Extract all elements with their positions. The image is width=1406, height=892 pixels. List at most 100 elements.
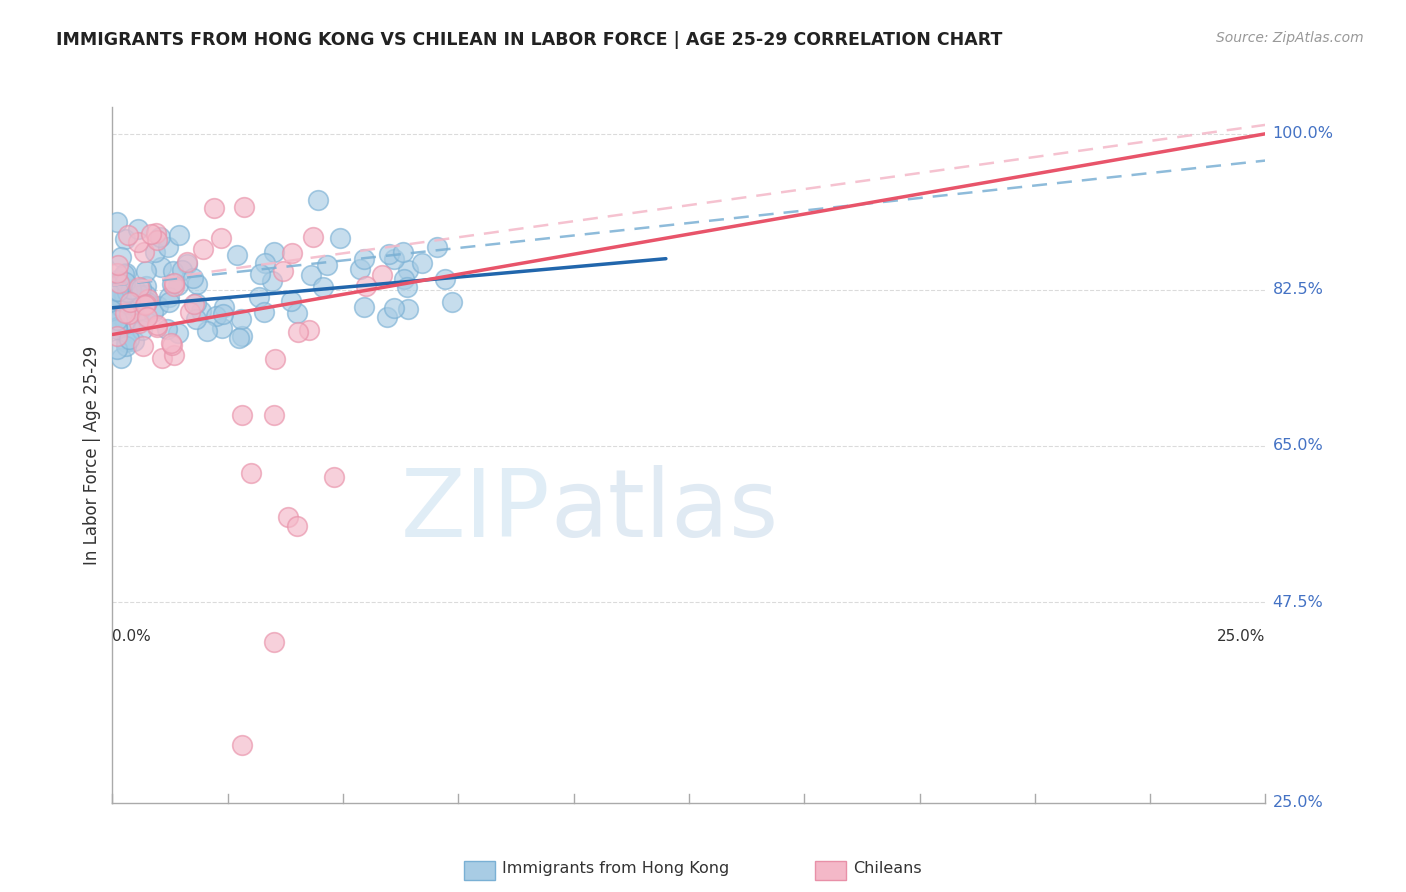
Point — [146, 233, 169, 247]
Point — [264, 351, 287, 366]
Point — [299, 268, 322, 282]
Point — [285, 519, 308, 533]
Point — [110, 251, 132, 265]
Text: ZIP: ZIP — [401, 465, 551, 557]
Point — [301, 229, 323, 244]
Point — [312, 280, 335, 294]
Point — [166, 326, 188, 340]
Point — [184, 311, 207, 326]
Point — [205, 310, 228, 324]
Point — [186, 277, 208, 292]
Point — [142, 305, 165, 319]
Point — [118, 332, 141, 346]
Point — [353, 300, 375, 314]
Point — [440, 295, 463, 310]
Point — [115, 339, 138, 353]
Point — [285, 306, 308, 320]
Point — [316, 258, 339, 272]
Point — [105, 312, 128, 326]
Point — [349, 262, 371, 277]
Point — [131, 323, 153, 337]
Point — [145, 319, 167, 334]
Point — [184, 296, 207, 310]
Point — [371, 268, 394, 282]
Point — [108, 291, 131, 305]
Text: 25.0%: 25.0% — [1272, 796, 1323, 810]
Point — [396, 262, 419, 277]
Point — [212, 300, 235, 314]
Point — [114, 232, 136, 246]
Point — [105, 329, 128, 343]
Point — [231, 328, 253, 343]
Point — [434, 271, 457, 285]
Point — [156, 240, 179, 254]
Text: atlas: atlas — [551, 465, 779, 557]
Point — [211, 321, 233, 335]
Point — [131, 280, 153, 294]
Point — [378, 247, 401, 261]
Point — [252, 305, 274, 319]
Point — [136, 293, 159, 307]
Point — [263, 408, 285, 422]
Point — [391, 245, 413, 260]
Point — [157, 290, 180, 304]
Point — [128, 288, 150, 302]
Point — [108, 277, 131, 291]
Point — [353, 252, 375, 267]
Point — [162, 277, 184, 291]
Point — [115, 285, 138, 299]
Point — [202, 201, 225, 215]
Point — [249, 267, 271, 281]
Point — [231, 311, 253, 326]
Point — [115, 266, 138, 280]
Point — [105, 273, 128, 287]
Point — [107, 284, 129, 298]
Point — [105, 285, 128, 299]
Point — [118, 295, 141, 310]
Point — [195, 324, 218, 338]
Point — [118, 285, 141, 300]
Point — [149, 230, 172, 244]
Point — [135, 287, 157, 301]
Point — [280, 293, 302, 308]
Point — [135, 264, 157, 278]
Point — [128, 280, 150, 294]
Point — [162, 276, 184, 290]
Point — [127, 221, 149, 235]
Point — [105, 322, 128, 336]
Point — [231, 408, 253, 422]
Point — [271, 264, 294, 278]
Point — [124, 282, 146, 296]
Point — [150, 260, 173, 274]
Point — [146, 318, 169, 332]
Point — [382, 252, 405, 267]
Y-axis label: In Labor Force | Age 25-29: In Labor Force | Age 25-29 — [83, 345, 101, 565]
Point — [141, 227, 163, 241]
Text: 100.0%: 100.0% — [1272, 127, 1333, 141]
Point — [135, 297, 157, 311]
Point — [105, 288, 128, 302]
Point — [307, 193, 329, 207]
Point — [160, 336, 183, 351]
Point — [110, 351, 132, 366]
Point — [136, 295, 159, 310]
Point — [329, 231, 352, 245]
Point — [117, 227, 139, 242]
Point — [228, 330, 250, 344]
Point — [382, 301, 405, 315]
Text: 0.0%: 0.0% — [112, 629, 152, 644]
Point — [156, 321, 179, 335]
Point — [183, 297, 205, 311]
Point — [150, 351, 173, 365]
Point — [281, 246, 304, 260]
Text: 65.0%: 65.0% — [1272, 439, 1323, 453]
Point — [183, 271, 205, 285]
Point — [132, 244, 155, 259]
Point — [122, 334, 145, 348]
Point — [129, 303, 152, 318]
Point — [163, 348, 186, 362]
Point — [190, 303, 212, 318]
Point — [107, 308, 129, 322]
Point — [211, 307, 233, 321]
Point — [114, 316, 136, 330]
